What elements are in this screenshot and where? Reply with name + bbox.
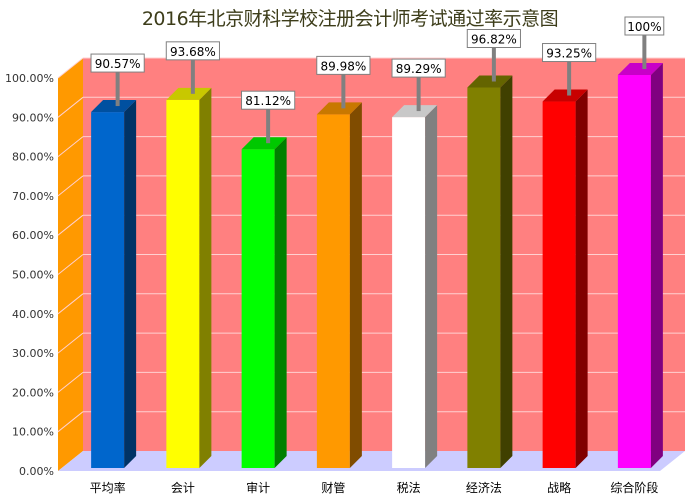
- y-tick-label: 100.00%: [5, 72, 54, 85]
- data-label: 100%: [627, 20, 661, 34]
- x-tick-label: 会计: [171, 481, 195, 495]
- data-label-box: [542, 43, 597, 63]
- bar-side: [199, 87, 212, 469]
- bar-front: [241, 149, 275, 468]
- bar-side: [124, 100, 137, 468]
- chart-title: 2016年北京财科学校注册会计师考试通过率示意图: [141, 8, 559, 30]
- gridline-side: [57, 175, 84, 197]
- y-tick-label: 60.00%: [12, 229, 54, 242]
- bar: [467, 75, 513, 468]
- y-tick-label: 80.00%: [12, 151, 54, 164]
- bar-top: [467, 75, 513, 88]
- bars: [91, 63, 663, 469]
- x-tick-label: 平均率: [90, 480, 126, 495]
- gridline-side: [57, 254, 84, 275]
- floor: [58, 451, 685, 471]
- y-tick-label: 10.00%: [12, 426, 54, 439]
- bar-side: [425, 105, 438, 468]
- bar: [91, 100, 137, 468]
- bar-front: [166, 99, 200, 469]
- gridline-side: [57, 372, 84, 393]
- y-tick-label: 90.00%: [12, 111, 54, 124]
- bar-top: [542, 89, 588, 102]
- bar-front: [316, 114, 350, 468]
- bar-front: [467, 87, 501, 468]
- data-label-box: [624, 16, 665, 36]
- bar-top: [241, 137, 287, 150]
- bar-top: [166, 87, 212, 100]
- data-labels: 90.57% 93.68% 81.12% 89.98% 89.29% 96.82% 93.2…: [90, 16, 665, 144]
- data-label: 96.82%: [471, 32, 517, 46]
- x-tick-label: 战略: [547, 480, 571, 495]
- gridline-side: [57, 332, 84, 354]
- data-label-box: [466, 28, 521, 48]
- bar-top: [91, 100, 137, 113]
- bar-front: [91, 112, 125, 468]
- chart-walls: [58, 58, 685, 471]
- gridline-side: [57, 214, 84, 236]
- gridline-side: [57, 57, 84, 79]
- bar-top: [316, 102, 362, 115]
- data-label: 81.12%: [245, 94, 291, 108]
- bar: [542, 89, 588, 468]
- x-axis: 平均率 会计 审计 财管 税法 经济法 战略 综合阶段: [90, 480, 659, 495]
- y-tick-label: 40.00%: [12, 308, 54, 321]
- data-label: 89.29%: [396, 62, 442, 76]
- bar: [617, 63, 663, 468]
- bar-top: [392, 105, 438, 118]
- gridline-side: [57, 293, 84, 315]
- y-axis: 0.00% 10.00% 20.00% 30.00% 40.00% 50.00% 60.00…: [5, 72, 54, 478]
- bar-side: [349, 102, 362, 468]
- x-tick-label: 审计: [246, 480, 270, 495]
- bar: [316, 102, 362, 468]
- gridline-side: [57, 136, 84, 157]
- x-tick-label: 税法: [397, 481, 421, 495]
- bar: [241, 137, 287, 468]
- x-tick-label: 经济法: [466, 480, 502, 495]
- data-label-box: [241, 90, 296, 110]
- y-tick-label: 70.00%: [12, 190, 54, 203]
- bar-front: [392, 117, 426, 468]
- data-label: 93.25%: [546, 47, 592, 61]
- x-tick-label: 综合阶段: [610, 480, 658, 495]
- data-label-box: [391, 58, 446, 78]
- data-label-box: [90, 53, 145, 73]
- bar-side: [274, 137, 287, 468]
- gridline-side: [57, 96, 84, 118]
- bar-front: [542, 101, 576, 468]
- bar-side: [500, 75, 513, 468]
- y-tick-label: 30.00%: [12, 347, 54, 360]
- data-label-box: [165, 41, 220, 61]
- y-tick-label: 0.00%: [19, 465, 54, 478]
- bar-side: [650, 63, 663, 468]
- data-label-box: [316, 55, 371, 75]
- bar: [166, 87, 212, 469]
- x-tick-label: 财管: [321, 480, 345, 495]
- bar-side: [575, 89, 588, 468]
- bar-front: [617, 75, 651, 468]
- bar: [392, 105, 438, 468]
- data-label: 93.68%: [170, 45, 216, 59]
- y-tick-label: 20.00%: [12, 386, 54, 399]
- y-tick-label: 50.00%: [12, 269, 54, 282]
- data-label: 89.98%: [320, 59, 366, 73]
- bar-top: [617, 63, 663, 75]
- data-label: 90.57%: [95, 57, 141, 71]
- gridline-side: [57, 411, 84, 433]
